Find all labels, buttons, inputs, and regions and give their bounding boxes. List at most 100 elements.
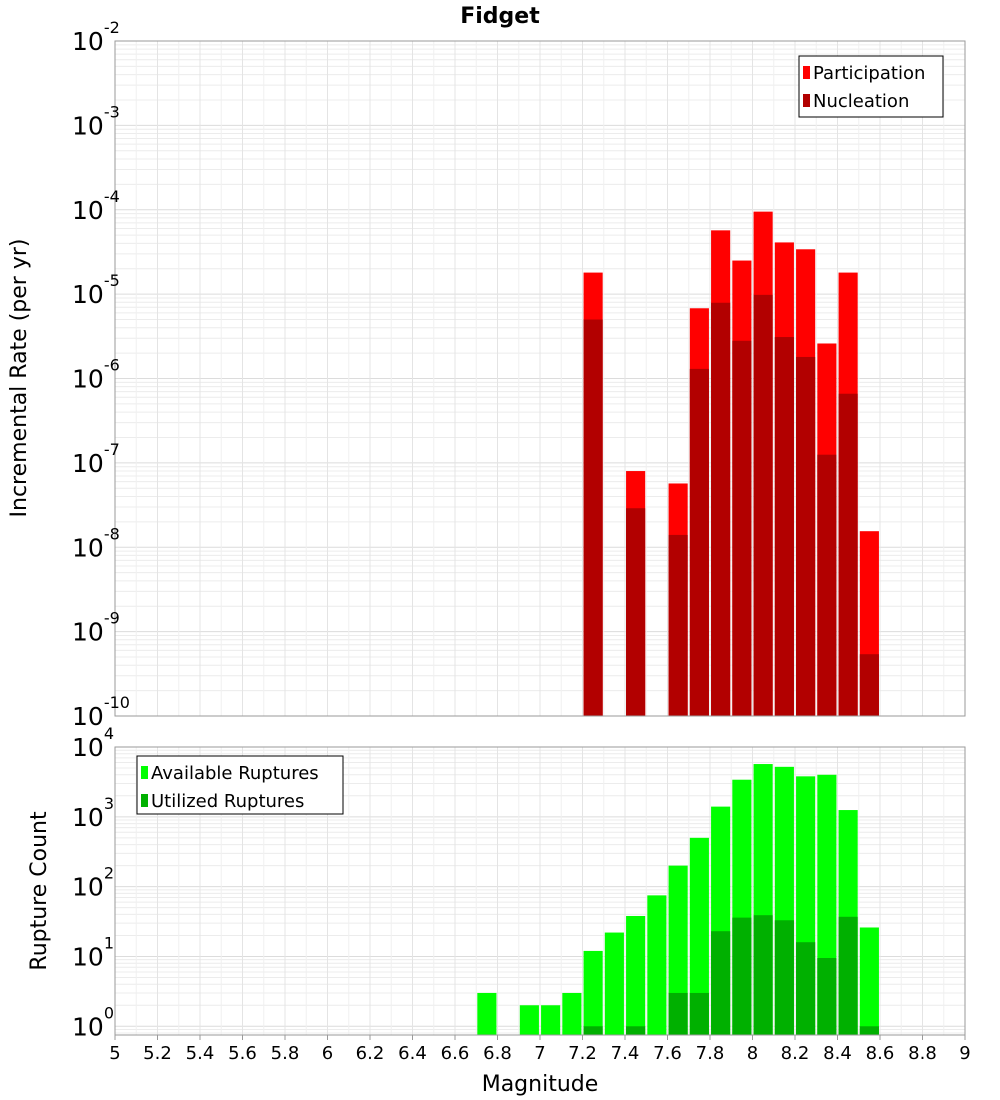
bottom-bar-available-ruptures <box>647 895 667 1035</box>
top-plot: 10-1010-910-810-710-610-510-410-310-2Par… <box>72 18 966 731</box>
bottom-bar-available-ruptures <box>541 1005 561 1035</box>
top-legend-swatch <box>803 94 810 107</box>
top-bar-nucleation <box>817 454 837 716</box>
bottom-bar-utilized-ruptures <box>689 992 709 1035</box>
bottom-bar-available-ruptures <box>519 1005 539 1035</box>
top-bar-nucleation <box>668 534 688 716</box>
top-y-tick-label: 10-5 <box>72 271 120 309</box>
top-legend-swatch <box>803 66 810 79</box>
bottom-legend-swatch <box>141 794 148 807</box>
bottom-y-tick-exponent: 2 <box>104 864 114 883</box>
x-tick-label: 7.4 <box>611 1043 640 1064</box>
x-tick-label: 8.2 <box>781 1043 810 1064</box>
x-tick-label: 7.2 <box>568 1043 597 1064</box>
bottom-legend: Available Ruptures Utilized Ruptures <box>136 755 344 815</box>
x-tick-label: 5.8 <box>271 1043 300 1064</box>
bottom-legend-label: Available Ruptures <box>151 763 319 784</box>
bottom-y-tick-exponent: 4 <box>104 724 114 743</box>
x-tick-label: 8.8 <box>908 1043 937 1064</box>
top-y-tick-exponent: -4 <box>104 187 120 206</box>
x-tick-label: 6.2 <box>356 1043 385 1064</box>
top-bar-nucleation <box>689 368 709 716</box>
bottom-y-tick-exponent: 3 <box>104 794 114 813</box>
bottom-bar-available-ruptures <box>477 992 497 1035</box>
top-bar-nucleation <box>732 340 752 716</box>
x-tick-label: 7.8 <box>696 1043 725 1064</box>
x-axis-ticks: 5 5.2 5.4 5.6 5.8 6 6.2 6.4 6.6 6.8 7 7.2 7.4 7.6 7.8 8… <box>109 1035 971 1064</box>
top-bar-nucleation <box>583 319 603 716</box>
bottom-y-ticks: 100 101 102 103 1 0 4 <box>72 724 114 1041</box>
bottom-bar-utilized-ruptures <box>668 992 688 1035</box>
x-tick-label: 6.4 <box>398 1043 427 1064</box>
x-tick-label: 6.6 <box>441 1043 470 1064</box>
top-legend-label: Nucleation <box>813 91 909 112</box>
bottom-bar-utilized-ruptures <box>626 1026 646 1035</box>
bottom-bar-utilized-ruptures <box>817 958 837 1035</box>
top-y-tick-label: 10-2 <box>72 18 120 56</box>
x-axis-label: Magnitude <box>482 1072 599 1097</box>
top-bar-nucleation <box>838 393 858 716</box>
bottom-legend-swatch <box>141 766 148 779</box>
top-y-tick-exponent: -3 <box>104 102 120 121</box>
top-legend-label: Participation <box>813 63 925 84</box>
bottom-bar-utilized-ruptures <box>583 1026 603 1035</box>
bottom-bars <box>477 764 879 1035</box>
bottom-plot: 100 101 102 103 1 0 4 Available Ruptures Utilize… <box>72 724 966 1041</box>
top-y-tick-label: 10-7 <box>72 440 120 478</box>
bottom-bar-utilized-ruptures <box>774 920 794 1035</box>
top-bar-nucleation <box>774 337 794 716</box>
bottom-y-tick-exponent: 1 <box>104 933 114 952</box>
top-bar-nucleation <box>859 654 879 716</box>
top-y-tick-label: 10-3 <box>72 102 120 140</box>
bottom-legend-label: Utilized Ruptures <box>151 791 304 812</box>
x-tick-label: 5.4 <box>186 1043 215 1064</box>
top-y-tick-label: 10-6 <box>72 356 120 394</box>
x-tick-label: 6.8 <box>483 1043 512 1064</box>
x-tick-label: 5 <box>109 1043 120 1064</box>
top-y-tick-label: 10-9 <box>72 609 120 647</box>
x-tick-label: 9 <box>959 1043 970 1064</box>
bottom-bar-utilized-ruptures <box>796 942 816 1035</box>
x-tick-label: 8 <box>747 1043 758 1064</box>
bottom-bar-utilized-ruptures <box>732 917 752 1035</box>
top-y-tick-exponent: -8 <box>104 524 120 543</box>
top-legend: Participation Nucleation <box>798 55 944 118</box>
x-tick-label: 5.6 <box>228 1043 257 1064</box>
top-legend-box <box>798 55 944 118</box>
bottom-bar-utilized-ruptures <box>753 915 773 1035</box>
bottom-legend-box <box>136 755 344 815</box>
top-y-tick-label: 10-8 <box>72 524 120 562</box>
x-tick-label: 7 <box>534 1043 545 1064</box>
bottom-y-axis-label: Rupture Count <box>27 811 52 971</box>
bottom-bar-available-ruptures <box>604 932 624 1035</box>
bottom-bar-utilized-ruptures <box>838 916 858 1035</box>
top-y-tick-label: 10-4 <box>72 187 120 225</box>
top-bar-nucleation <box>753 294 773 716</box>
top-plot-frame <box>114 40 966 717</box>
top-y-tick-exponent: -10 <box>104 693 130 712</box>
bottom-bar-utilized-ruptures <box>711 931 731 1035</box>
top-y-tick-exponent: -5 <box>104 271 120 290</box>
bottom-bar-available-ruptures <box>668 865 688 1035</box>
bottom-bar-available-ruptures <box>583 950 603 1035</box>
bottom-bar-available-ruptures <box>859 927 879 1035</box>
bottom-y-tick-label: 100 <box>72 1003 114 1041</box>
top-bar-nucleation <box>711 302 731 716</box>
x-tick-label: 7.6 <box>653 1043 682 1064</box>
x-tick-label: 8.4 <box>823 1043 852 1064</box>
top-gridlines <box>114 41 966 717</box>
top-bar-nucleation <box>796 356 816 716</box>
x-tick-label: 5.2 <box>143 1043 172 1064</box>
top-bar-nucleation <box>626 508 646 716</box>
bottom-y-tick-label: 103 <box>72 794 114 832</box>
top-y-tick-exponent: -6 <box>104 356 120 375</box>
bottom-y-tick-label: 101 <box>72 933 114 971</box>
bottom-y-tick-exponent: 0 <box>104 1003 114 1022</box>
chart-title: Fidget <box>460 4 540 29</box>
bottom-bar-available-ruptures <box>626 915 646 1035</box>
x-tick-label: 8.6 <box>866 1043 895 1064</box>
bottom-bar-available-ruptures <box>689 837 709 1035</box>
bottom-bar-available-ruptures <box>562 992 582 1035</box>
